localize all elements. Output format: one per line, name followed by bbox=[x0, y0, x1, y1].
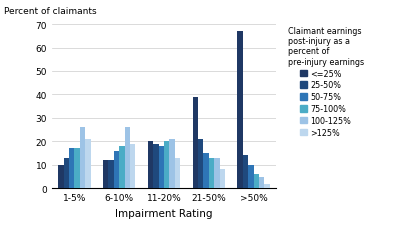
Bar bbox=[119, 146, 124, 188]
Bar bbox=[153, 144, 159, 188]
Bar bbox=[193, 97, 198, 188]
Bar bbox=[248, 165, 254, 188]
Bar bbox=[175, 158, 180, 188]
Text: Percent of claimants: Percent of claimants bbox=[4, 7, 97, 16]
Bar bbox=[164, 142, 169, 188]
Bar bbox=[159, 146, 164, 188]
Bar bbox=[64, 158, 69, 188]
Bar bbox=[69, 149, 74, 188]
Bar bbox=[254, 174, 259, 188]
X-axis label: Impairment Rating: Impairment Rating bbox=[115, 208, 213, 218]
Bar bbox=[58, 165, 64, 188]
Legend: <=25%, 25-50%, 50-75%, 75-100%, 100-125%, >125%: <=25%, 25-50%, 50-75%, 75-100%, 100-125%… bbox=[287, 26, 364, 138]
Bar bbox=[169, 139, 175, 188]
Bar bbox=[124, 128, 130, 188]
Bar bbox=[198, 139, 204, 188]
Bar bbox=[209, 158, 214, 188]
Bar bbox=[103, 160, 108, 188]
Bar bbox=[148, 142, 153, 188]
Bar bbox=[220, 170, 225, 188]
Bar bbox=[108, 160, 114, 188]
Bar bbox=[259, 177, 264, 188]
Bar bbox=[238, 32, 243, 188]
Bar bbox=[85, 139, 90, 188]
Bar bbox=[80, 128, 85, 188]
Bar bbox=[74, 149, 80, 188]
Bar bbox=[243, 156, 248, 188]
Bar bbox=[114, 151, 119, 188]
Bar bbox=[130, 144, 135, 188]
Bar bbox=[204, 153, 209, 188]
Bar bbox=[214, 158, 220, 188]
Bar bbox=[264, 184, 270, 188]
